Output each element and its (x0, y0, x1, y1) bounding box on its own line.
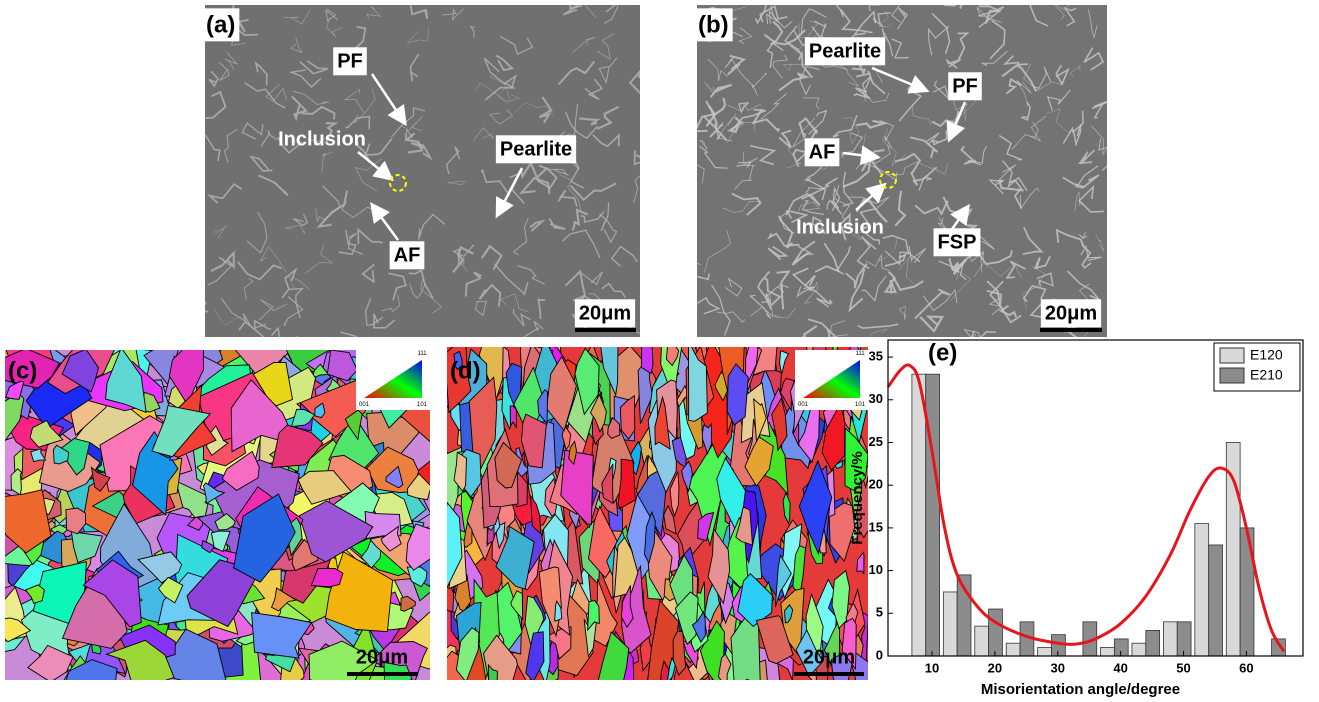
annotation: 20μm (1045, 302, 1097, 324)
microstructure (944, 0, 957, 5)
bar (975, 626, 989, 656)
bar (1101, 647, 1115, 656)
bar (989, 609, 1003, 656)
annotation: (b) (698, 11, 729, 38)
ipf-label: 111 (417, 351, 427, 357)
bar (1163, 622, 1177, 656)
annotation: PF (337, 50, 363, 72)
ipf-label: 111 (855, 351, 865, 357)
bar (1006, 643, 1020, 656)
y-tick-label: 20 (869, 477, 883, 492)
annotation: 20μm (803, 646, 855, 668)
bar (1177, 622, 1191, 656)
legend-label: E210 (1250, 367, 1283, 383)
bar (1114, 639, 1128, 656)
x-axis-label: Misorientation angle/degree (981, 681, 1180, 698)
microstructure (664, 261, 701, 287)
x-tick-label: 60 (1239, 660, 1253, 675)
ipf-label: 101 (855, 402, 866, 408)
y-tick-label: 15 (869, 519, 883, 534)
annotation: Pearlite (809, 40, 881, 62)
bar (1209, 545, 1223, 656)
microstructure (570, 0, 582, 8)
bar (1195, 524, 1209, 656)
annotation: 20μm (356, 646, 408, 668)
panel-label: (e) (928, 339, 957, 366)
y-tick-label: 10 (869, 562, 883, 577)
annotation: AF (809, 141, 836, 163)
annotation: FSP (938, 231, 977, 253)
grain (488, 665, 497, 702)
annotation: (d) (450, 357, 481, 384)
annotation: Inclusion (278, 128, 366, 150)
annotation: 20μm (579, 302, 631, 324)
annotation: AF (394, 244, 421, 266)
ipf-label: 001 (359, 402, 370, 408)
bar (1038, 647, 1052, 656)
grain (642, 340, 654, 374)
bar (943, 592, 957, 656)
annotation: (c) (8, 357, 37, 384)
y-tick-label: 25 (869, 434, 883, 449)
bar (1132, 643, 1146, 656)
ipf-label: 001 (798, 402, 809, 408)
y-tick-label: 30 (869, 391, 883, 406)
microstructure (866, 0, 880, 5)
figure: 0 5 10 15 20 25 30 35 10 20 30 40 50 60 Misorientation… (0, 0, 1319, 702)
sem-image (664, 0, 1127, 347)
y-tick-label: 35 (869, 349, 883, 364)
bar (912, 374, 926, 656)
y-tick-label: 0 (876, 647, 883, 662)
y-axis-label: Frequency/% (849, 451, 866, 544)
annotation: PF (952, 75, 978, 97)
x-tick-label: 20 (988, 660, 1002, 675)
x-tick-label: 30 (1051, 660, 1065, 675)
x-tick-label: 40 (1113, 660, 1127, 675)
x-tick-label: 10 (925, 660, 939, 675)
annotation: (a) (206, 11, 235, 38)
legend-label: E120 (1250, 347, 1283, 363)
ipf-label: 101 (417, 402, 428, 408)
histogram: 0 5 10 15 20 25 30 35 10 20 30 40 50 60 Misorientation… (849, 339, 1303, 698)
x-tick-label: 50 (1176, 660, 1190, 675)
bar (1226, 442, 1240, 656)
bar (1146, 630, 1160, 656)
annotation: Inclusion (796, 216, 884, 238)
legend-swatch (1220, 368, 1244, 383)
y-tick-label: 5 (876, 605, 883, 620)
bar (926, 374, 940, 656)
legend-swatch (1220, 348, 1244, 363)
annotation: Pearlite (500, 138, 572, 160)
